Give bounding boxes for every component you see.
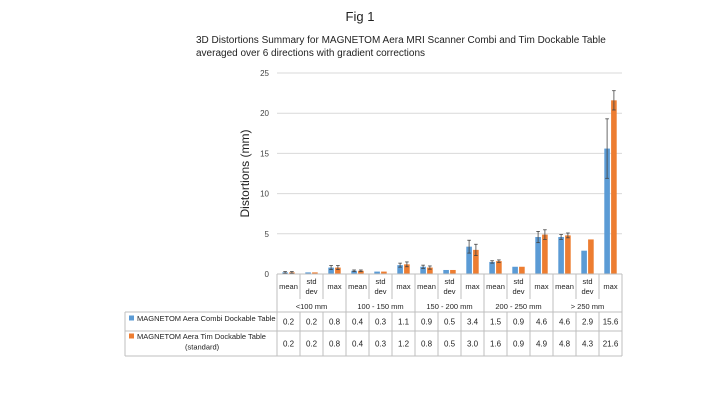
bar	[512, 266, 518, 274]
data-value-label: 0.4	[352, 340, 364, 349]
stat-label: max	[327, 282, 341, 291]
bar	[305, 272, 311, 274]
data-value-label: 4.3	[582, 340, 594, 349]
figure-label: Fig 1	[345, 9, 375, 24]
bar	[404, 264, 410, 274]
stat-label: std	[513, 277, 523, 286]
stat-label: std	[375, 277, 385, 286]
stat-label: dev	[305, 287, 317, 296]
bar	[611, 100, 617, 274]
y-tick-label: 10	[260, 190, 269, 199]
data-value-label: 0.8	[329, 340, 341, 349]
data-value-label: 4.8	[559, 340, 571, 349]
bar	[397, 265, 403, 274]
group-label: 200 - 250 mm	[495, 302, 541, 311]
bar	[312, 272, 318, 274]
y-tick-label: 5	[265, 230, 270, 239]
data-value-label: 0.2	[306, 340, 318, 349]
legend-swatch	[129, 315, 134, 321]
bar	[542, 234, 548, 274]
data-value-label: 0.8	[421, 340, 433, 349]
stat-label: mean	[417, 282, 436, 291]
bar	[374, 271, 380, 274]
stat-label: dev	[443, 287, 455, 296]
bar	[581, 250, 587, 274]
data-value-label: 0.2	[283, 340, 295, 349]
stat-label: mean	[279, 282, 298, 291]
data-value-label: 4.6	[559, 318, 571, 327]
data-value-label: 0.9	[513, 318, 525, 327]
group-label: <100 mm	[296, 302, 327, 311]
bar	[427, 267, 433, 274]
bar	[381, 271, 387, 274]
bar	[420, 266, 426, 274]
stat-label: max	[396, 282, 410, 291]
stat-label: max	[534, 282, 548, 291]
data-value-label: 0.9	[513, 340, 525, 349]
data-value-label: 0.3	[375, 318, 387, 327]
stat-label: max	[465, 282, 479, 291]
data-value-label: 1.6	[490, 340, 502, 349]
data-value-label: 1.1	[398, 318, 410, 327]
stat-label: max	[603, 282, 617, 291]
data-value-label: 1.2	[398, 340, 410, 349]
data-value-label: 0.2	[283, 318, 295, 327]
stat-label: dev	[581, 287, 593, 296]
data-value-label: 0.8	[329, 318, 341, 327]
data-value-label: 2.9	[582, 318, 594, 327]
bar	[604, 148, 610, 274]
group-label: > 250 mm	[571, 302, 605, 311]
data-value-label: 0.9	[421, 318, 433, 327]
stat-label: dev	[512, 287, 524, 296]
legend-label: (standard)	[185, 343, 220, 352]
bar	[588, 239, 594, 274]
data-value-label: 0.2	[306, 318, 318, 327]
bar	[489, 261, 495, 274]
y-tick-label: 15	[260, 149, 269, 158]
data-value-label: 1.5	[490, 318, 502, 327]
chart-title: 3D Distortions Summary for MAGNETOM Aera…	[196, 35, 606, 59]
bar	[558, 237, 564, 274]
stat-label: std	[582, 277, 592, 286]
stat-label: std	[444, 277, 454, 286]
data-value-label: 3.0	[467, 340, 479, 349]
stat-label: mean	[486, 282, 505, 291]
y-tick-label: 0	[265, 270, 270, 279]
data-value-label: 21.6	[603, 340, 619, 349]
stat-label: mean	[555, 282, 574, 291]
bar	[443, 269, 449, 274]
stat-label: dev	[374, 287, 386, 296]
bar	[466, 246, 472, 274]
y-axis-label: Distortions (mm)	[238, 129, 252, 217]
bar	[519, 266, 525, 274]
bar	[328, 267, 334, 274]
stat-label: mean	[348, 282, 367, 291]
bar	[358, 270, 364, 274]
group-label: 100 - 150 mm	[357, 302, 403, 311]
data-value-label: 15.6	[603, 318, 619, 327]
bar	[450, 269, 456, 274]
data-value-label: 4.6	[536, 318, 548, 327]
y-tick-label: 25	[260, 69, 269, 78]
bar	[351, 270, 357, 274]
data-value-label: 0.4	[352, 318, 364, 327]
bar	[565, 235, 571, 274]
legend-label: MAGNETOM Aera Tim Dockable Table	[137, 332, 266, 341]
group-label: 150 - 200 mm	[426, 302, 472, 311]
data-value-label: 0.5	[444, 340, 456, 349]
data-value-label: 0.3	[375, 340, 387, 349]
bar	[473, 249, 479, 274]
bar	[335, 267, 341, 274]
data-value-label: 0.5	[444, 318, 456, 327]
bar	[535, 237, 541, 274]
data-value-label: 4.9	[536, 340, 548, 349]
stat-label: std	[306, 277, 316, 286]
bar	[496, 261, 502, 274]
y-tick-label: 20	[260, 109, 269, 118]
data-value-label: 3.4	[467, 318, 479, 327]
legend-swatch	[129, 333, 134, 339]
legend-label: MAGNETOM Aera Combi Dockable Table	[137, 314, 276, 323]
